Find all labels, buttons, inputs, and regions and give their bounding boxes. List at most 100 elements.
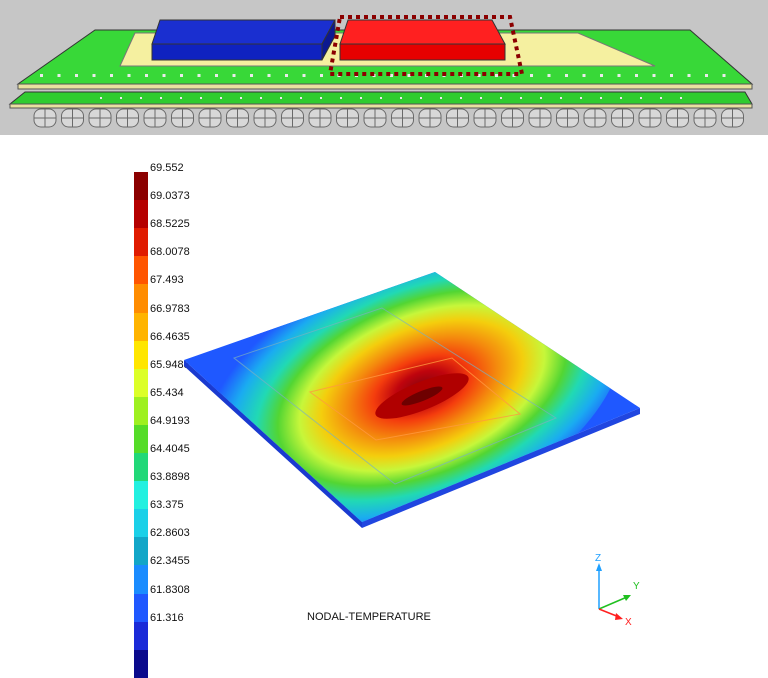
plot-caption: NODAL-TEMPERATURE (307, 611, 431, 623)
legend-swatch (134, 396, 148, 426)
board-via (680, 97, 682, 99)
legend-swatch (134, 284, 148, 313)
legend-swatch (134, 424, 148, 454)
legend-label: 69.552 (150, 162, 184, 174)
board-via (197, 74, 201, 77)
hot-spot-core (401, 386, 443, 406)
board-via (127, 74, 131, 77)
board-via (320, 97, 322, 99)
board-via (390, 74, 393, 77)
board-via (512, 74, 516, 77)
legend-label: 66.4635 (150, 330, 190, 343)
board-via (495, 74, 498, 77)
board-via (407, 74, 411, 77)
board-via (670, 74, 673, 77)
board-via (232, 74, 236, 77)
board-via (620, 97, 622, 99)
legend-label: 63.8898 (150, 471, 190, 484)
board-via (340, 97, 342, 99)
board-via (160, 97, 162, 99)
board-via (100, 97, 102, 99)
legend-swatch (134, 200, 148, 229)
blue-die-top (151, 19, 336, 45)
legend-label: 69.0373 (150, 190, 190, 203)
board-via (120, 97, 122, 99)
board-via (40, 74, 43, 77)
board-via (180, 97, 182, 99)
legend-label: 61.316 (150, 611, 184, 624)
board-via (640, 97, 642, 99)
legend-swatch (134, 453, 148, 482)
board-via (145, 74, 148, 77)
substrate-bottom-edge (9, 103, 753, 109)
legend-label: 68.0078 (150, 246, 190, 259)
legend-label: 63.375 (150, 499, 184, 512)
board-via (200, 97, 202, 99)
board-via (302, 74, 306, 77)
board-via (600, 97, 602, 99)
board-via (565, 74, 568, 77)
board-via (220, 97, 222, 99)
board-via (260, 97, 262, 99)
legend-swatch (134, 649, 148, 678)
legend-label: 65.9488 (150, 358, 190, 371)
legend-label: 66.9783 (150, 302, 190, 315)
legend-label: 64.4045 (150, 443, 190, 455)
legend-label: 68.5225 (150, 218, 190, 231)
solder-ball-array (33, 108, 744, 128)
substrate-top-edge (17, 83, 753, 90)
legend-swatch (134, 340, 148, 370)
board-via (140, 97, 142, 99)
axis-z-label: Z (595, 553, 601, 564)
board-via (705, 74, 708, 77)
board-via (380, 97, 382, 99)
legend-swatch (134, 312, 148, 342)
axis-x-label: X (625, 617, 632, 628)
board-via (267, 74, 271, 77)
board-via (250, 74, 253, 77)
board-via (722, 74, 726, 77)
legend-swatch (134, 368, 148, 398)
legend-swatch (134, 481, 148, 510)
board-via (600, 74, 603, 77)
die-outline (308, 357, 522, 441)
legend-label: 64.9193 (150, 414, 190, 427)
legend-swatch (134, 509, 148, 538)
board-via (320, 74, 323, 77)
legend-swatch (134, 172, 148, 201)
board-via (440, 97, 442, 99)
board-via (240, 97, 242, 99)
red-die-top (339, 19, 506, 45)
legend-swatch (134, 565, 148, 594)
legend-swatch (134, 593, 148, 623)
board-via (280, 97, 282, 99)
legend-label: 65.434 (150, 386, 184, 399)
board-via (285, 74, 288, 77)
board-via (57, 74, 61, 77)
legend-label: 62.3455 (150, 555, 190, 568)
board-via (530, 74, 533, 77)
board-via (75, 74, 78, 77)
board-via (180, 74, 183, 77)
red-die-front (339, 43, 506, 61)
board-via (635, 74, 638, 77)
blue-die-front (151, 43, 323, 61)
board-via (400, 97, 402, 99)
board-via (617, 74, 621, 77)
board-via (110, 74, 113, 77)
board-via (500, 97, 502, 99)
legend-swatch (134, 537, 148, 566)
board-via (660, 97, 662, 99)
board-via (540, 97, 542, 99)
legend-label: 67.493 (150, 274, 184, 287)
board-via (582, 74, 586, 77)
board-via (215, 74, 218, 77)
board-via (460, 97, 462, 99)
legend-label: 62.8603 (150, 527, 190, 540)
legend-swatch (134, 621, 148, 651)
board-via (547, 74, 551, 77)
package-side-view (0, 0, 768, 135)
board-via (300, 97, 302, 99)
board-via (92, 74, 96, 77)
legend-label: 61.8308 (150, 583, 190, 596)
